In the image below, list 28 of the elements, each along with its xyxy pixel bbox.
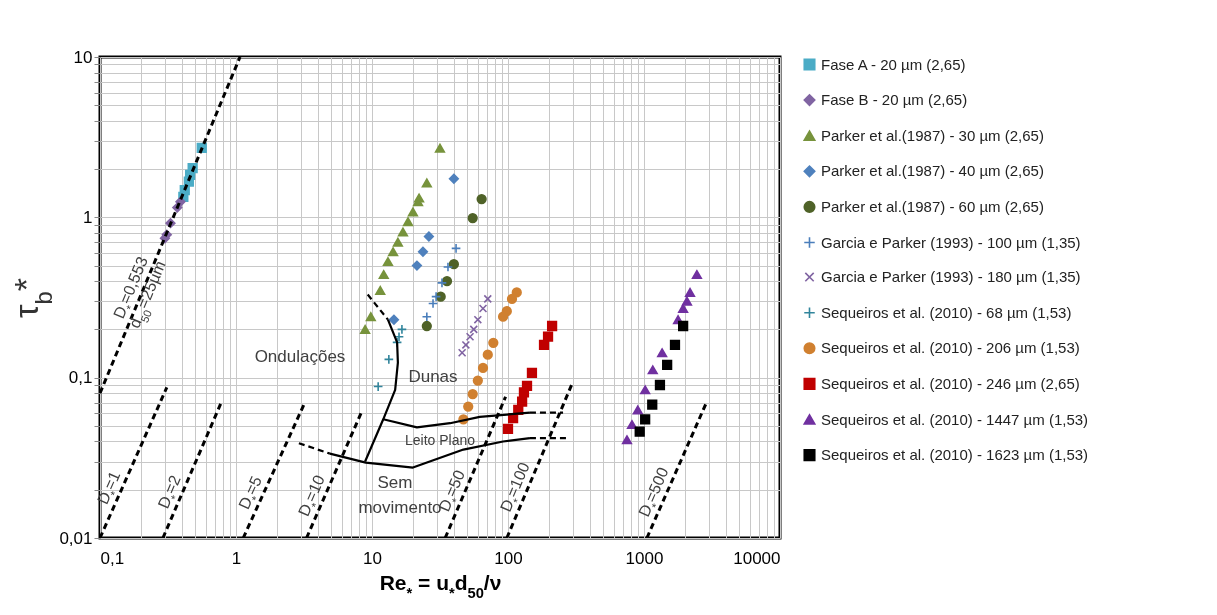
annotation: Dunas: [408, 367, 458, 386]
x-tick-label: 10: [363, 548, 382, 568]
x-tick-label: 1000: [625, 548, 664, 568]
annotation: Leito Plano: [404, 432, 476, 448]
legend-label: Sequeiros et al. (2010) - 1447 µm (1,53): [821, 410, 1089, 428]
y-tick-label: 1: [83, 207, 93, 227]
legend-label: Garcia e Parker (1993) - 180 µm (1,35): [821, 268, 1081, 286]
legend-label: Fase B - 20 µm (2,65): [821, 91, 968, 109]
y-tick-label: 10: [73, 47, 93, 67]
y-tick-label: 0,01: [59, 528, 93, 548]
legend-label: Fase A - 20 µm (2,65): [821, 55, 966, 73]
legend-label: Sequeiros et al. (2010) - 206 µm (1,53): [821, 339, 1080, 357]
annotation: Ondulações: [254, 347, 346, 366]
legend-label: Garcia e Parker (1993) - 100 µm (1,35): [821, 233, 1081, 251]
legend-label: Parker et al.(1987) - 40 µm (2,65): [821, 162, 1044, 180]
x-tick-label: 100: [494, 548, 523, 568]
legend-label: Sequeiros et al. (2010) - 1623 µm (1,53): [821, 446, 1089, 464]
y-tick-label: 0,1: [68, 368, 93, 388]
legend-label: Parker et al.(1987) - 30 µm (2,65): [821, 126, 1044, 144]
legend-label: Sequeiros et al. (2010) - 246 µm (2,65): [821, 374, 1080, 392]
x-axis-title: Re$_{*}$ = u$_{*}$d$_{50}$/ν: [379, 570, 502, 601]
annotation: Sem: [377, 473, 413, 492]
legend-label: Sequeiros et al. (2010) - 68 µm (1,53): [821, 303, 1072, 321]
x-tick-label: 1: [231, 548, 242, 568]
annotation: movimento: [358, 498, 442, 517]
legend-label: Parker et al.(1987) - 60 µm (2,65): [821, 197, 1044, 215]
x-tick-label: 10000: [733, 548, 781, 568]
x-tick-label: 0,1: [100, 548, 125, 568]
